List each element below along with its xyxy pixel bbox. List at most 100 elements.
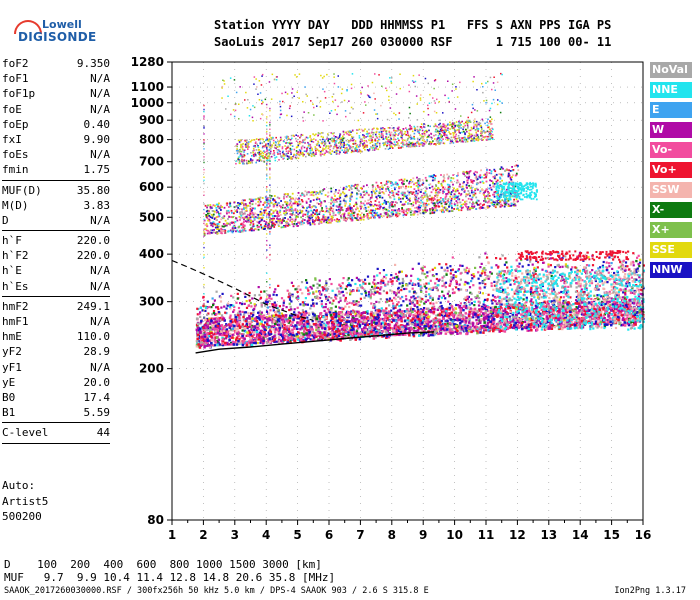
echo-point: [425, 316, 429, 320]
echo-point: [261, 342, 265, 345]
echo-point: [470, 330, 473, 334]
echo-point: [482, 325, 485, 328]
echo-point: [478, 301, 481, 304]
echo-point: [467, 295, 470, 299]
echo-point: [344, 287, 347, 291]
echo-point: [355, 330, 359, 333]
echo-point: [423, 326, 426, 329]
echo-point: [454, 270, 457, 273]
echo-point: [416, 307, 419, 310]
echo-point: [376, 315, 379, 319]
echo-point: [451, 278, 454, 281]
echo-point: [423, 285, 427, 288]
echo-point: [475, 329, 479, 332]
echo-point: [225, 335, 228, 338]
echo-point: [494, 312, 497, 315]
echo-point: [313, 316, 316, 319]
echo-point: [620, 268, 623, 271]
echo-point: [446, 319, 449, 323]
echo-point: [486, 321, 490, 325]
echo-point: [493, 326, 496, 329]
echo-point: [351, 315, 354, 318]
echo-point: [567, 285, 570, 288]
echo-point: [429, 324, 433, 328]
echo-point: [484, 310, 488, 313]
echo-point: [272, 328, 275, 331]
echo-point: [520, 321, 524, 325]
echo-point: [515, 287, 518, 290]
echo-point: [539, 320, 542, 323]
echo-point: [238, 316, 241, 319]
echo-point: [260, 337, 263, 340]
echo-point: [252, 341, 255, 345]
echo-point: [238, 338, 241, 341]
echo-point: [618, 289, 621, 292]
echo-point: [357, 301, 360, 304]
echo-point: [233, 305, 236, 309]
param-row: foE N/A: [2, 102, 110, 117]
echo-point: [304, 321, 307, 324]
echo-point: [379, 282, 382, 285]
echo-point: [405, 298, 408, 301]
echo-point: [198, 334, 201, 337]
echo-point: [482, 303, 485, 306]
echo-point: [358, 315, 361, 318]
echo-point: [248, 335, 252, 338]
echo-point: [269, 318, 272, 322]
echo-point: [356, 322, 359, 326]
echo-point: [526, 329, 529, 332]
echo-point: [619, 265, 622, 268]
echo-point: [517, 265, 521, 268]
echo-point: [481, 325, 484, 328]
echo-point: [202, 304, 205, 307]
echo-point: [551, 282, 554, 285]
echo-point: [243, 311, 246, 314]
echo-point: [459, 264, 462, 267]
echo-point: [325, 313, 328, 316]
echo-point: [627, 323, 631, 327]
echo-point: [594, 278, 597, 281]
echo-point: [579, 302, 582, 305]
echo-point: [558, 308, 561, 311]
echo-point: [548, 300, 551, 303]
echo-point: [543, 301, 547, 304]
echo-point: [430, 287, 433, 290]
echo-point: [384, 277, 387, 280]
echo-point: [295, 333, 299, 336]
echo-point: [242, 332, 245, 336]
echo-point: [297, 314, 300, 317]
echo-point: [566, 266, 570, 269]
param-value: 44: [96, 426, 110, 440]
echo-point: [359, 297, 362, 300]
echo-point: [382, 318, 386, 321]
echo-point: [484, 283, 487, 286]
echo-point: [438, 263, 441, 266]
echo-point: [535, 325, 538, 328]
echo-point: [565, 324, 568, 328]
echo-point: [535, 293, 538, 296]
echo-point: [513, 324, 516, 327]
echo-point: [353, 300, 356, 303]
echo-point: [524, 290, 527, 293]
echo-point: [610, 297, 613, 300]
echo-point: [388, 297, 392, 300]
echo-point: [325, 282, 328, 285]
param-label: foF2: [2, 57, 29, 70]
echo-point: [547, 307, 550, 310]
echo-point: [196, 342, 199, 345]
echo-point: [504, 307, 507, 310]
echo-point: [285, 318, 288, 321]
echo-point: [416, 302, 419, 305]
echo-point: [275, 340, 278, 343]
echo-point: [288, 302, 291, 305]
echo-point: [419, 285, 422, 288]
echo-point: [302, 319, 306, 323]
echo-point: [255, 338, 258, 341]
echo-point: [372, 330, 375, 333]
echo-point: [246, 331, 249, 334]
echo-point: [268, 299, 271, 302]
echo-point: [292, 284, 295, 288]
echo-point: [248, 299, 251, 302]
echo-point: [324, 336, 327, 340]
echo-point: [624, 265, 627, 268]
